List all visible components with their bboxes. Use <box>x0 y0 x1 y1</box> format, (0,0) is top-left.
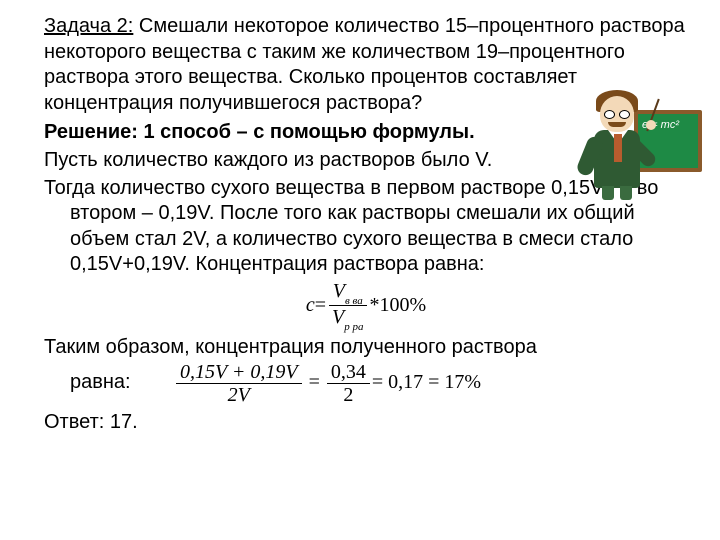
formula-1-eq: = <box>315 293 326 319</box>
formula-2-tail: = 0,17 = 17% <box>372 370 481 396</box>
slide-page: Задача 2: Смешали некоторое количество 1… <box>0 0 720 540</box>
formula-1-lhs: c <box>306 293 315 319</box>
formula-2-row: равна: 0,15V + 0,19V 2V = 0,34 2 = 0,17 … <box>44 361 688 406</box>
formula-1-num-v: V <box>333 280 345 302</box>
teacher-tie <box>614 134 622 162</box>
teacher-illustration: e = mc² <box>574 80 702 200</box>
formula-2-eq-1: = <box>304 370 325 396</box>
formula-2-num-1: 0,15V + 0,19V <box>176 361 302 384</box>
problem-title: Задача 2: <box>44 15 133 37</box>
glasses-icon <box>604 110 630 118</box>
formula-2-frac-2: 0,34 2 <box>327 361 370 406</box>
teacher-legs <box>602 184 632 200</box>
formula-1-num: Vв ва <box>329 280 367 306</box>
formula-1-den-sub: р ра <box>344 321 363 333</box>
formula-1-den: Vр ра <box>328 306 367 331</box>
formula-2-label: равна: <box>70 370 174 396</box>
formula-1-den-v: V <box>332 306 344 328</box>
formula-2-num-2: 0,34 <box>327 361 370 384</box>
formula-1: c = Vв ва Vр ра *100% <box>306 280 426 331</box>
formula-1-wrap: c = Vв ва Vр ра *100% <box>44 280 688 331</box>
formula-1-num-sub: в ва <box>345 295 363 307</box>
formula-2-den-1: 2V <box>224 384 254 406</box>
formula-2-den-2: 2 <box>339 384 357 406</box>
formula-2: 0,15V + 0,19V 2V = 0,34 2 = 0,17 = 17% <box>174 361 481 406</box>
formula-1-tail: *100% <box>369 293 426 319</box>
teacher-hand-right <box>646 120 656 130</box>
formula-2-frac-1: 0,15V + 0,19V 2V <box>176 361 302 406</box>
formula-1-frac: Vв ва Vр ра <box>328 280 367 331</box>
answer-line: Ответ: 17. <box>44 410 688 436</box>
solution-para-3: Таким образом, концентрация полученного … <box>44 335 688 361</box>
teacher-mustache <box>608 122 626 127</box>
